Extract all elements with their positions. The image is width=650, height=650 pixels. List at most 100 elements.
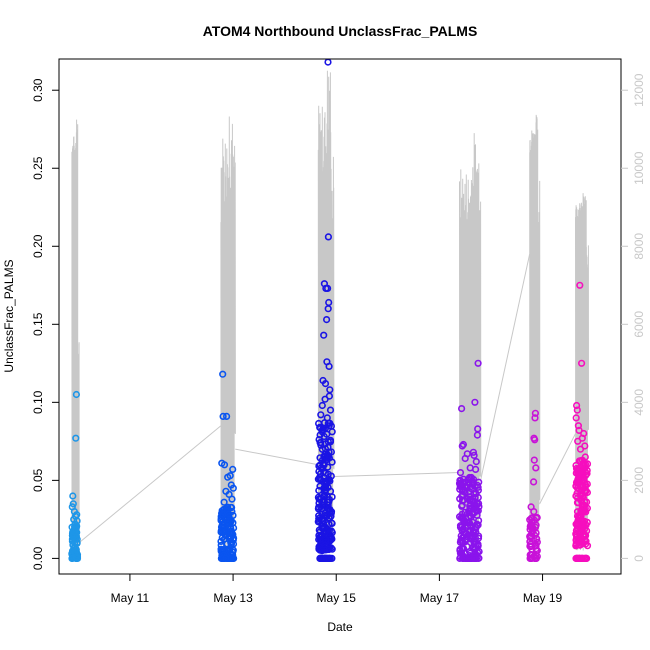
data-point — [469, 544, 477, 552]
x-tick-label: May 19 — [523, 591, 563, 605]
data-point — [469, 448, 478, 456]
x-tick-label: May 15 — [317, 591, 357, 605]
data-point — [327, 508, 336, 516]
data-point — [219, 370, 227, 378]
scatter-series — [68, 58, 592, 563]
data-point — [325, 362, 333, 371]
y-tick-label: 0.25 — [31, 156, 45, 180]
data-point — [324, 284, 332, 293]
altitude-connector — [78, 425, 222, 544]
data-point — [573, 406, 581, 414]
data-point — [577, 359, 586, 367]
data-point — [220, 461, 229, 469]
data-point — [229, 548, 237, 556]
data-point — [323, 316, 331, 324]
y2-tick-label: 8000 — [632, 233, 646, 260]
data-point — [325, 498, 333, 506]
data-point — [526, 525, 534, 534]
data-point — [326, 406, 335, 414]
data-point — [530, 456, 538, 464]
x-tick-label: May 11 — [111, 591, 150, 605]
altitude-connector — [333, 472, 460, 477]
data-point — [227, 541, 235, 549]
data-point — [316, 535, 324, 543]
altitude-connector — [235, 448, 319, 466]
y-tick-label: 0.20 — [31, 234, 45, 258]
data-point — [574, 482, 582, 490]
data-point — [465, 508, 474, 516]
data-point — [459, 479, 467, 487]
data-point — [229, 484, 237, 492]
data-point — [321, 484, 329, 492]
data-point — [472, 554, 481, 563]
data-point — [582, 508, 590, 516]
data-point — [69, 541, 77, 549]
y-axis: 0.00 0.05 0.10 0.15 0.20 0.25 0.30 — [31, 78, 59, 570]
data-point — [574, 422, 583, 430]
y2-tick-label: 6000 — [632, 311, 646, 338]
data-point — [68, 523, 76, 531]
data-point — [318, 445, 326, 453]
data-point — [575, 541, 584, 549]
data-point — [458, 492, 466, 500]
data-point — [475, 532, 483, 540]
data-point — [471, 523, 480, 531]
data-point — [526, 551, 534, 559]
y-tick-label: 0.10 — [31, 390, 45, 414]
x-axis: May 11 May 13 May 15 May 17 May 19 — [111, 574, 563, 605]
data-point — [318, 501, 326, 509]
data-point — [323, 414, 331, 422]
data-point — [470, 451, 478, 460]
data-point — [315, 436, 323, 444]
data-point — [469, 481, 477, 489]
data-point — [474, 359, 482, 367]
data-point — [531, 414, 539, 422]
data-point — [573, 479, 582, 487]
data-point — [317, 554, 325, 563]
altitude-connector — [480, 253, 531, 481]
data-point — [474, 486, 483, 494]
data-point — [72, 434, 80, 442]
data-point — [324, 58, 332, 66]
data-point — [532, 464, 540, 472]
data-point — [325, 454, 334, 462]
data-point — [472, 458, 480, 466]
y2-tick-label: 0 — [632, 555, 646, 562]
data-point — [327, 512, 335, 520]
data-point — [533, 552, 541, 561]
data-point — [227, 527, 235, 536]
y-axis-label: UnclassFrac_PALMS — [2, 259, 16, 372]
data-point — [327, 422, 336, 430]
data-point — [572, 401, 581, 410]
data-point — [528, 514, 536, 522]
data-point — [458, 497, 466, 505]
chart-title: ATOM4 Northbound UnclassFrac_PALMS — [203, 23, 478, 39]
data-point — [473, 431, 482, 439]
data-point — [527, 503, 535, 511]
data-point — [471, 506, 480, 514]
data-point — [318, 523, 326, 531]
data-point — [456, 546, 464, 555]
data-point — [461, 454, 469, 463]
data-point — [72, 390, 80, 399]
data-point — [320, 331, 328, 339]
data-point — [218, 554, 226, 563]
data-point — [578, 469, 587, 478]
data-point — [220, 535, 228, 543]
data-point — [229, 465, 237, 474]
data-point — [220, 498, 228, 506]
data-point — [581, 532, 589, 541]
flight-series — [455, 359, 483, 563]
data-point — [323, 512, 331, 521]
data-point — [459, 538, 467, 547]
data-point — [578, 525, 586, 533]
flight-series — [68, 390, 82, 563]
y-tick-label: 0.00 — [31, 546, 45, 570]
flight-series — [217, 370, 238, 563]
data-point — [574, 554, 582, 563]
data-point — [580, 479, 589, 487]
data-point — [581, 483, 589, 491]
data-point — [458, 405, 466, 413]
data-point — [580, 517, 589, 525]
